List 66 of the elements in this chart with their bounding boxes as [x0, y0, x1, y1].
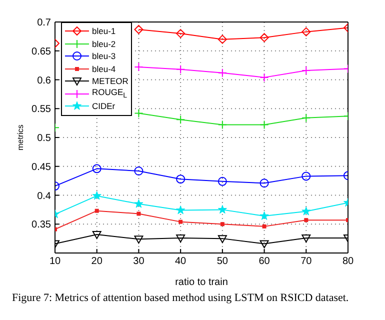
point — [218, 34, 227, 44]
point — [302, 234, 311, 242]
legend-label: bleu-2 — [92, 38, 116, 50]
point — [260, 211, 269, 220]
point — [218, 68, 227, 78]
point — [134, 62, 144, 72]
x-tick-label: 50 — [216, 256, 228, 268]
point — [262, 224, 266, 228]
point — [260, 72, 269, 82]
x-tick-label: 80 — [342, 256, 354, 268]
caption: Figure 7: Metrics of attention based method using LSTM on RSICD dataset. — [11, 292, 350, 304]
point — [218, 235, 227, 244]
legend-label: bleu-4 — [92, 62, 116, 75]
point — [302, 113, 311, 122]
point — [302, 206, 311, 216]
legend-label: ROUGE$_{L}$ — [92, 86, 128, 102]
point — [260, 33, 269, 42]
legend-label: bleu-1 — [92, 25, 116, 38]
point — [218, 204, 227, 214]
point — [302, 172, 311, 181]
y-tick-label: 0.35 — [32, 220, 52, 231]
y-tick-label: 0.6 — [37, 75, 52, 86]
y-tick-label: 0.5 — [37, 133, 52, 144]
point — [176, 234, 186, 242]
x-tick-label: 20 — [91, 256, 103, 268]
point — [218, 176, 227, 186]
point — [134, 236, 144, 244]
x-axis-title: ratio to train — [175, 277, 228, 288]
point — [260, 240, 269, 248]
legend-label: CIDEr — [92, 100, 116, 112]
legend-label: bleu-3 — [92, 50, 116, 62]
point — [178, 220, 183, 224]
point — [220, 222, 224, 226]
y-tick-label: 0.45 — [32, 162, 52, 173]
point — [134, 108, 144, 118]
line-series — [55, 208, 348, 232]
point — [302, 66, 311, 76]
point — [92, 191, 102, 200]
point — [176, 64, 186, 74]
x-tick-label: 40 — [175, 256, 187, 268]
point — [92, 231, 102, 240]
x-tick-label: 60 — [258, 256, 270, 268]
x-tick-label: 10 — [49, 256, 61, 268]
point — [134, 25, 144, 34]
point — [304, 218, 308, 222]
point — [176, 115, 186, 124]
point — [92, 164, 102, 174]
point — [176, 206, 186, 214]
point — [218, 120, 227, 130]
y-tick-label: 0.65 — [32, 46, 52, 58]
y-axis-title: metrics — [16, 124, 25, 150]
point — [302, 27, 311, 36]
y-tick-label: 0.55 — [32, 104, 52, 116]
point — [260, 120, 269, 130]
point — [134, 199, 144, 208]
x-tick-label: 30 — [133, 256, 145, 268]
point — [134, 166, 144, 176]
point — [260, 178, 269, 188]
y-tick-label: 0.7 — [37, 18, 52, 29]
x-tick-label: 70 — [300, 256, 312, 268]
point — [176, 174, 186, 184]
point — [94, 208, 99, 213]
legend-label: METEOR — [92, 75, 128, 88]
point — [136, 212, 141, 216]
point — [176, 29, 186, 38]
y-tick-label: 0.4 — [37, 190, 52, 202]
